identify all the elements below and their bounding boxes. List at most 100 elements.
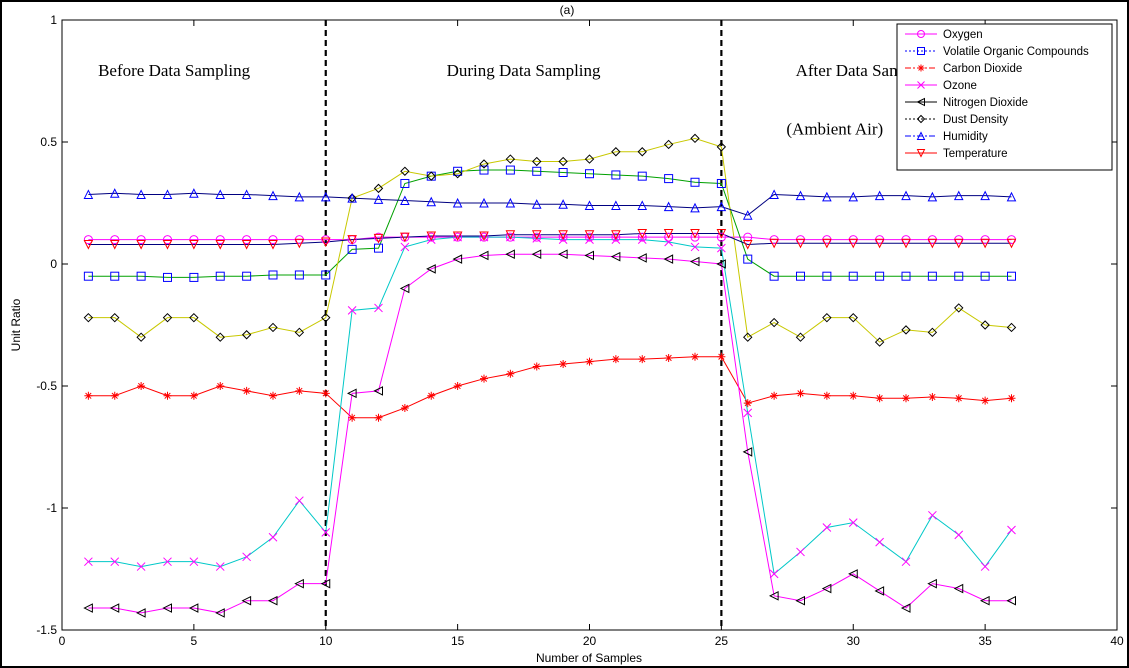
data-point bbox=[347, 388, 357, 399]
data-point bbox=[294, 578, 304, 589]
data-point bbox=[136, 239, 146, 250]
data-point bbox=[848, 569, 858, 579]
data-point bbox=[953, 583, 964, 594]
data-point bbox=[215, 189, 226, 199]
x-tick-label: 40 bbox=[1110, 634, 1124, 648]
data-point bbox=[400, 232, 410, 243]
data-point bbox=[901, 238, 911, 249]
data-point bbox=[531, 230, 542, 240]
data-point bbox=[585, 169, 594, 179]
data-point bbox=[373, 233, 384, 244]
data-point bbox=[743, 254, 753, 264]
data-point bbox=[901, 557, 911, 567]
legend-label: Volatile Organic Compounds bbox=[943, 46, 1089, 58]
data-point bbox=[690, 202, 700, 213]
data-point bbox=[189, 391, 198, 400]
data-point bbox=[848, 238, 859, 249]
data-point bbox=[374, 413, 383, 422]
data-point bbox=[110, 312, 120, 323]
data-point bbox=[1007, 525, 1016, 535]
x-tick-label: 25 bbox=[715, 634, 729, 648]
data-point bbox=[269, 391, 277, 400]
data-point bbox=[506, 369, 515, 378]
data-point bbox=[479, 159, 489, 169]
data-point bbox=[267, 595, 278, 606]
data-point bbox=[953, 238, 964, 249]
data-point bbox=[742, 239, 753, 250]
data-point bbox=[558, 199, 568, 209]
data-point bbox=[400, 178, 410, 188]
data-point bbox=[188, 603, 199, 613]
data-point bbox=[479, 197, 489, 208]
phase-label: During Data Sampling bbox=[447, 61, 601, 80]
data-point bbox=[638, 355, 647, 364]
data-point bbox=[242, 271, 252, 281]
data-point bbox=[478, 250, 489, 261]
data-point bbox=[321, 270, 331, 280]
data-point bbox=[795, 595, 805, 606]
data-point bbox=[928, 392, 937, 401]
data-point bbox=[954, 303, 964, 313]
data-point bbox=[769, 271, 779, 281]
data-point bbox=[532, 232, 542, 242]
data-point bbox=[663, 254, 674, 264]
data-point bbox=[743, 232, 753, 242]
data-point bbox=[1006, 595, 1016, 606]
data-point bbox=[663, 139, 674, 150]
data-point bbox=[611, 355, 620, 364]
data-point bbox=[505, 165, 515, 175]
data-point bbox=[716, 229, 727, 239]
data-point bbox=[558, 156, 568, 167]
data-point bbox=[373, 386, 383, 396]
data-point bbox=[162, 603, 172, 613]
data-point bbox=[374, 232, 383, 242]
data-point bbox=[900, 603, 911, 613]
data-point bbox=[241, 189, 252, 199]
data-point bbox=[109, 239, 120, 250]
data-point bbox=[917, 47, 925, 55]
legend-label: Ozone bbox=[943, 80, 977, 92]
data-point bbox=[241, 239, 252, 250]
data-point bbox=[927, 327, 938, 338]
data-point bbox=[716, 178, 726, 188]
data-point bbox=[83, 239, 94, 250]
legend-box bbox=[896, 23, 1113, 171]
data-point bbox=[452, 169, 463, 179]
data-point bbox=[216, 382, 225, 390]
data-point bbox=[426, 196, 437, 207]
data-point bbox=[917, 64, 925, 72]
data-point bbox=[189, 312, 199, 323]
data-point bbox=[215, 239, 226, 250]
data-point bbox=[163, 391, 172, 400]
data-point bbox=[875, 271, 885, 281]
data-point bbox=[295, 496, 304, 506]
legend-label: Humidity bbox=[943, 131, 988, 143]
x-tick-label: 5 bbox=[191, 634, 198, 648]
data-point bbox=[374, 303, 383, 313]
data-point bbox=[558, 230, 568, 240]
data-point bbox=[981, 396, 990, 405]
data-point bbox=[901, 325, 911, 335]
data-point bbox=[399, 283, 410, 294]
data-point bbox=[373, 183, 384, 194]
series-markers bbox=[83, 133, 1017, 618]
phase-label: Before Data Sampling bbox=[98, 61, 251, 80]
data-point bbox=[795, 238, 806, 249]
data-point bbox=[848, 271, 858, 281]
data-point bbox=[189, 239, 199, 250]
data-point bbox=[637, 171, 647, 181]
data-point bbox=[822, 312, 832, 323]
data-point bbox=[242, 552, 251, 562]
data-point bbox=[110, 391, 119, 400]
data-point bbox=[452, 254, 463, 264]
data-point bbox=[611, 170, 621, 180]
data-point bbox=[348, 413, 357, 422]
data-point bbox=[848, 518, 858, 527]
data-point bbox=[426, 171, 436, 181]
data-point bbox=[83, 312, 94, 323]
data-point bbox=[690, 133, 700, 144]
data-point bbox=[136, 235, 146, 245]
data-point bbox=[215, 271, 225, 281]
data-point bbox=[163, 557, 172, 567]
